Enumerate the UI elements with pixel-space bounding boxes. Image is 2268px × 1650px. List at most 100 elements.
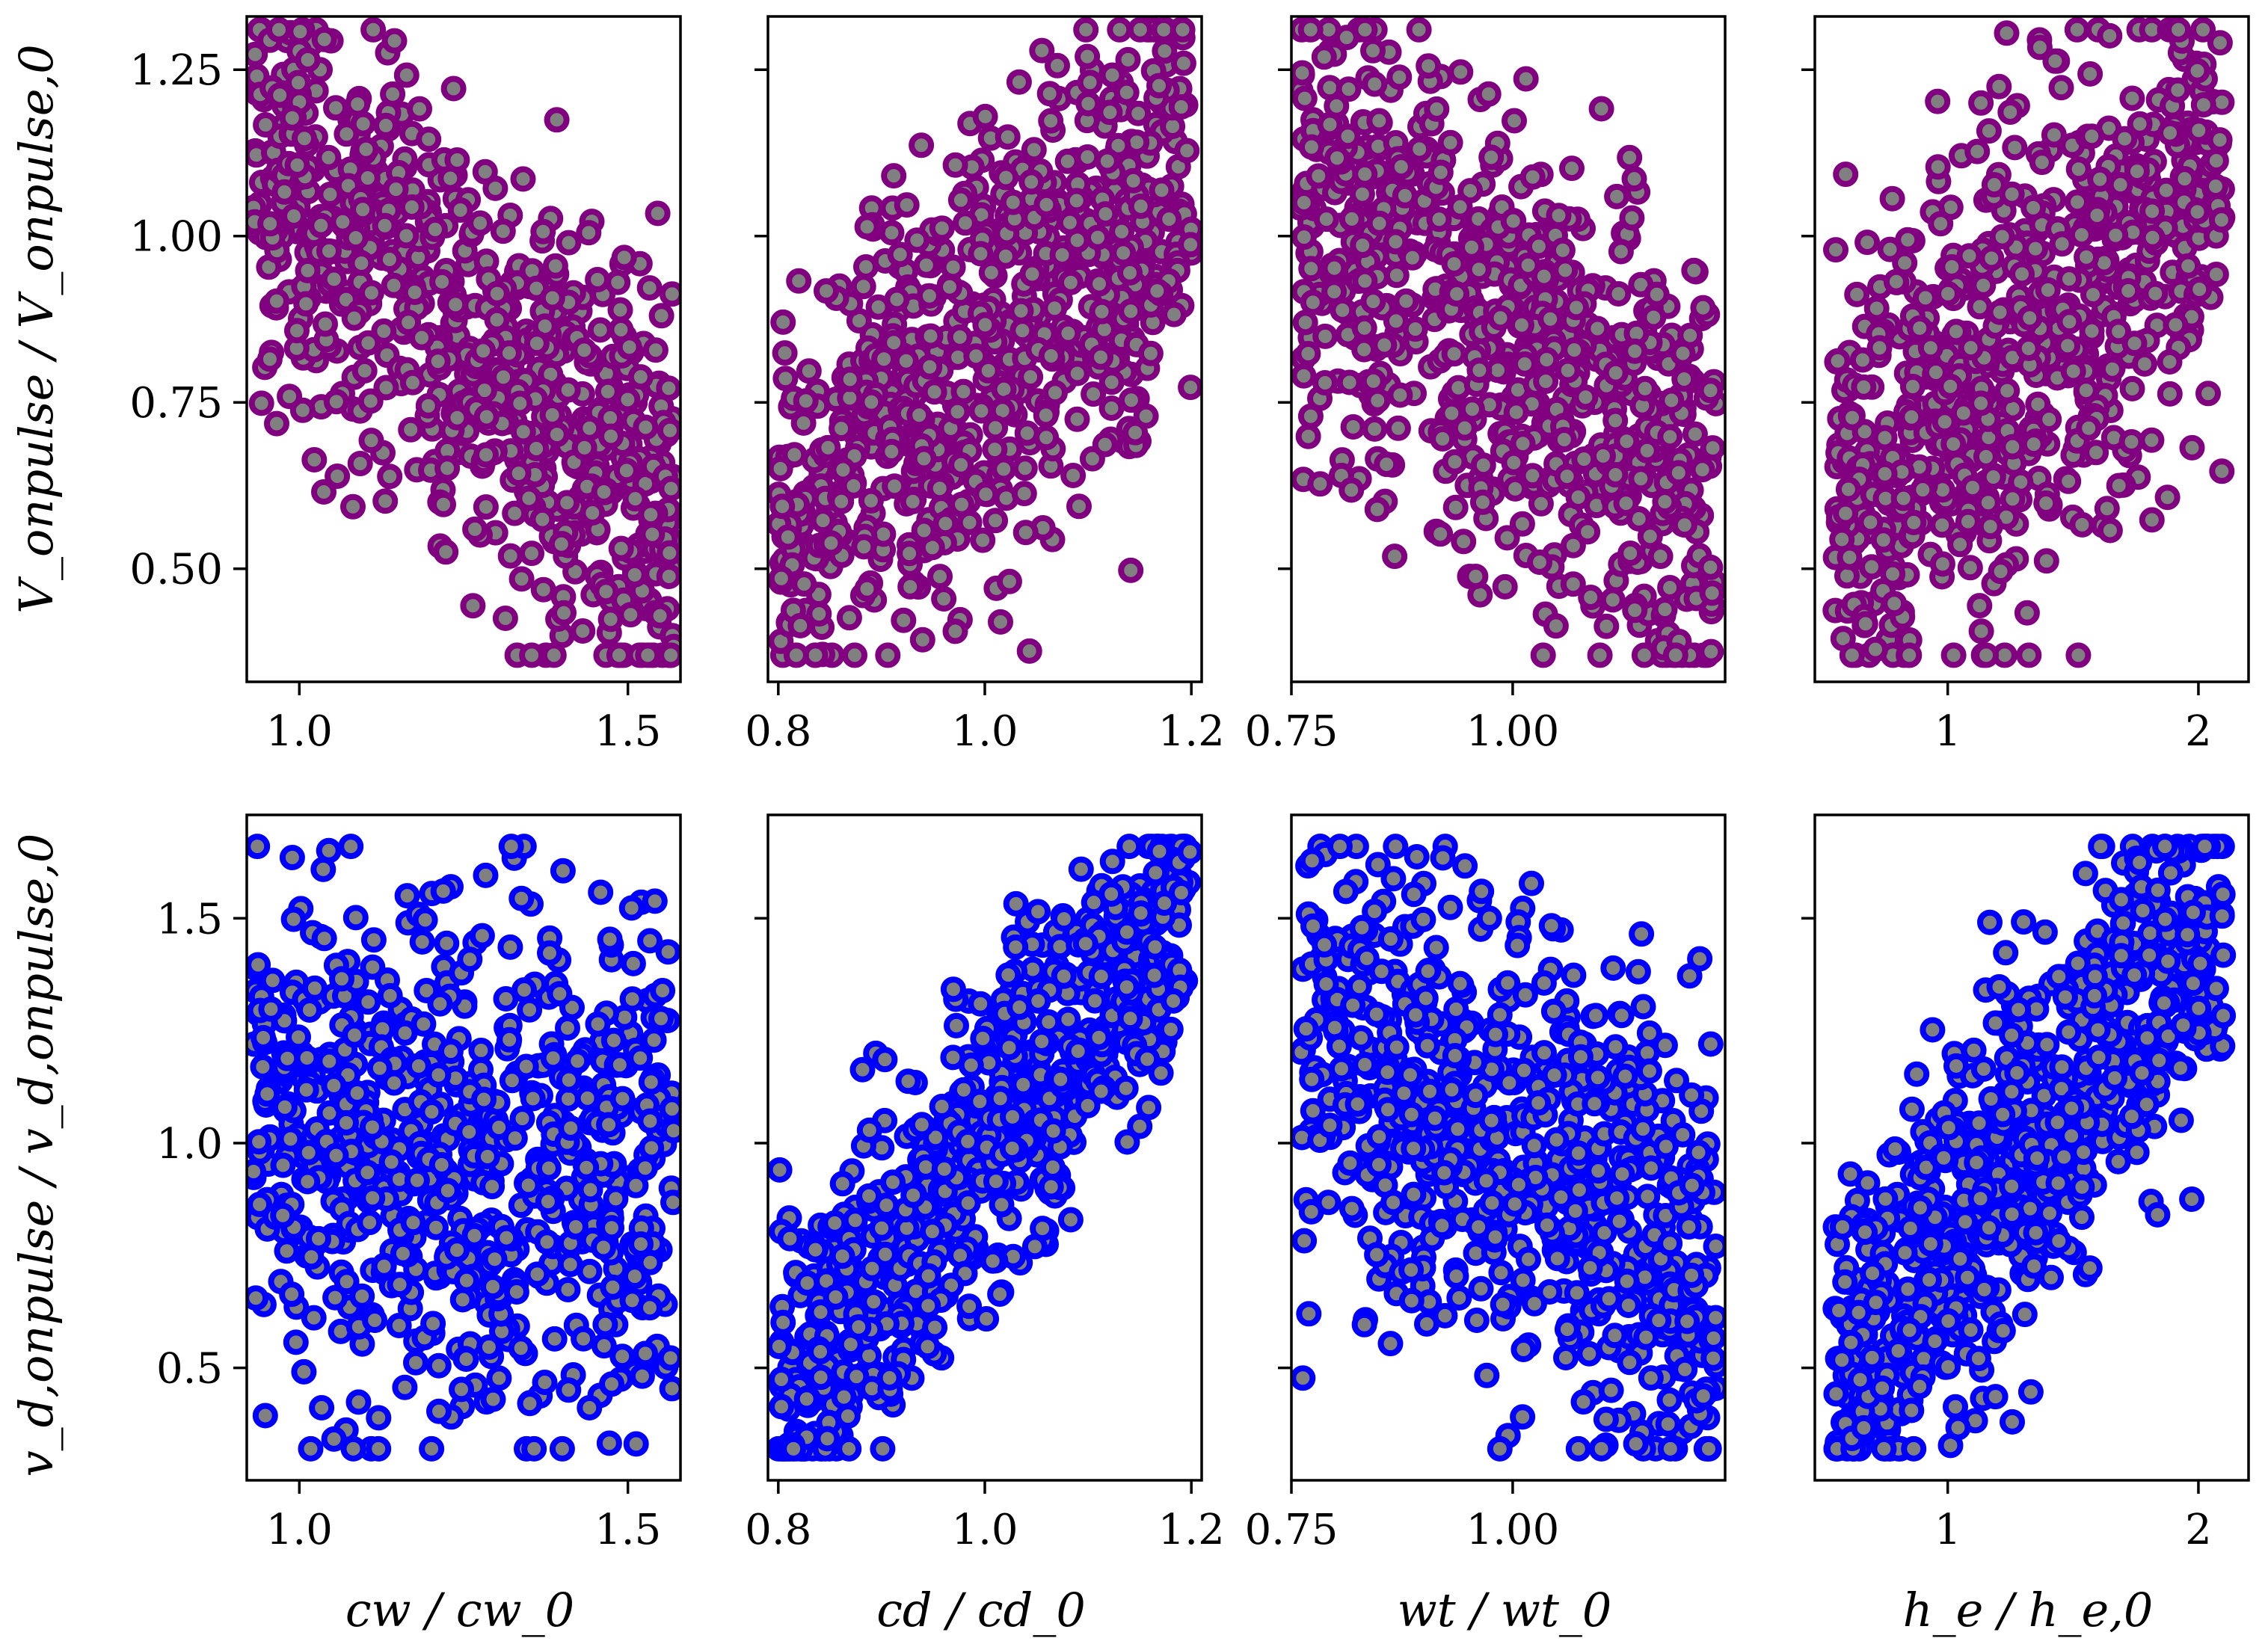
point-bottom-cd-640: [1007, 994, 1033, 1021]
point-bottom-cw-539: [600, 1274, 626, 1300]
point-top-he-616: [2087, 166, 2113, 192]
point-top-wt-387: [1671, 366, 1697, 392]
point-top-cd-690: [796, 358, 822, 384]
point-bottom-cd-679: [1040, 1118, 1066, 1144]
point-bottom-cd-650: [1048, 1066, 1074, 1092]
point-top-he-668: [1837, 544, 1863, 570]
point-top-he-41: [1976, 118, 2002, 144]
point-top-wt-671: [1475, 81, 1502, 107]
point-top-he-466: [1928, 211, 1954, 237]
point-bottom-cd-692: [1177, 839, 1202, 865]
point-bottom-cw-288: [555, 1277, 581, 1302]
point-top-he-531: [2207, 127, 2233, 153]
panel-top-wt: 0.75 1.00: [1245, 15, 1727, 756]
point-top-cd-609: [793, 388, 819, 414]
panel-top-cw: 0.500.751.001.251.0 1.5: [129, 15, 682, 756]
point-top-wt-368: [1291, 60, 1315, 86]
point-bottom-wt-693: [1313, 971, 1339, 997]
point-bottom-wt-539: [1541, 1062, 1567, 1089]
point-top-cd-176: [1045, 52, 1070, 79]
point-top-cd-193: [947, 187, 974, 213]
point-top-wt-568: [1351, 336, 1377, 363]
point-top-cd-664: [1033, 402, 1059, 428]
point-bottom-cw-604: [503, 1279, 529, 1305]
point-top-wt-661: [1441, 341, 1467, 367]
point-bottom-cd-311: [987, 1281, 1013, 1307]
point-bottom-cd-698: [768, 1367, 794, 1392]
point-top-wt-379: [1698, 638, 1724, 665]
point-bottom-wt-688: [1521, 1133, 1547, 1159]
point-top-wt-592: [1533, 369, 1559, 394]
point-bottom-cd-403: [980, 1248, 1006, 1274]
point-bottom-wt-686: [1429, 1213, 1455, 1239]
point-top-wt-636: [1564, 295, 1589, 321]
point-top-wt-622: [1527, 550, 1552, 575]
point-top-cd-490: [1075, 43, 1101, 70]
point-bottom-cd-469: [829, 1171, 855, 1197]
point-top-cw-619: [381, 272, 407, 298]
point-bottom-cw-593: [423, 1214, 449, 1240]
point-top-cw-557: [393, 62, 420, 88]
point-top-cd-528: [993, 164, 1019, 191]
point-top-cw-497: [460, 593, 486, 619]
point-top-cd-413: [1018, 364, 1044, 390]
xlabel-cd: cd / cd_0: [876, 1583, 1086, 1637]
point-top-wt-638: [1366, 210, 1392, 236]
point-bottom-wt-260: [1657, 1435, 1683, 1462]
point-top-he-617: [2157, 349, 2183, 375]
point-bottom-cw-531: [621, 1263, 648, 1290]
point-top-cw-693: [376, 247, 402, 272]
point-top-cw-621: [571, 337, 597, 363]
point-bottom-cw-280: [392, 1374, 418, 1400]
point-top-cd-685: [1118, 557, 1144, 583]
point-bottom-wt-462: [1655, 1411, 1681, 1437]
point-bottom-wt-371: [1432, 1302, 1458, 1329]
point-top-cw-626: [316, 238, 342, 264]
point-top-cd-589: [1087, 271, 1112, 297]
point-top-he-502: [2124, 158, 2150, 185]
point-bottom-cd-392: [770, 1309, 796, 1335]
point-top-he-657: [1955, 508, 1981, 535]
point-bottom-wt-619: [1299, 1066, 1325, 1092]
point-top-cd-689: [837, 366, 863, 393]
point-bottom-wt-467: [1600, 955, 1626, 981]
point-bottom-cd-653: [829, 1243, 855, 1269]
point-top-cd-485: [972, 103, 998, 129]
point-bottom-cd-671: [999, 1136, 1025, 1161]
point-top-cw-589: [492, 606, 518, 631]
point-bottom-wt-659: [1398, 1257, 1425, 1283]
point-top-cw-681: [580, 500, 606, 526]
point-top-wt-624: [1613, 490, 1639, 517]
point-top-he-155: [2094, 496, 2120, 522]
point-top-cw-668: [516, 485, 542, 511]
point-top-cw-418: [293, 291, 319, 317]
point-bottom-wt-618: [1487, 1435, 1513, 1462]
point-top-cw-560: [281, 203, 307, 229]
point-bottom-cw-575: [247, 1192, 273, 1217]
xlabel-cw: cw / cw_0: [345, 1583, 574, 1637]
point-top-cd-603: [1170, 16, 1196, 43]
point-bottom-wt-668: [1496, 1070, 1522, 1096]
point-top-he-655: [1958, 335, 1984, 361]
point-bottom-cw-662: [390, 1240, 416, 1266]
point-top-he-692: [1881, 591, 1908, 617]
point-top-wt-675: [1297, 16, 1324, 43]
point-bottom-wt-698: [1353, 945, 1380, 971]
point-bottom-cd-637: [1168, 880, 1194, 905]
point-top-wt-594: [1466, 357, 1493, 384]
point-top-wt-628: [1399, 244, 1425, 271]
point-top-cw-676: [618, 602, 644, 628]
point-bottom-cw-594: [340, 1435, 366, 1462]
point-top-he-541: [1872, 425, 1898, 451]
point-bottom-cd-663: [900, 1182, 926, 1208]
point-top-cd-657: [842, 642, 867, 668]
point-top-wt-680: [1622, 338, 1648, 364]
point-bottom-cd-684: [1099, 849, 1125, 875]
point-top-cd-515: [1081, 381, 1107, 407]
point-bottom-cw-666: [323, 1142, 349, 1169]
point-bottom-wt-143: [1291, 1365, 1316, 1391]
point-top-he-629: [2157, 120, 2183, 146]
point-bottom-cw-611: [550, 858, 576, 884]
point-top-wt-676: [1442, 449, 1468, 475]
point-top-cw-479: [597, 606, 624, 632]
